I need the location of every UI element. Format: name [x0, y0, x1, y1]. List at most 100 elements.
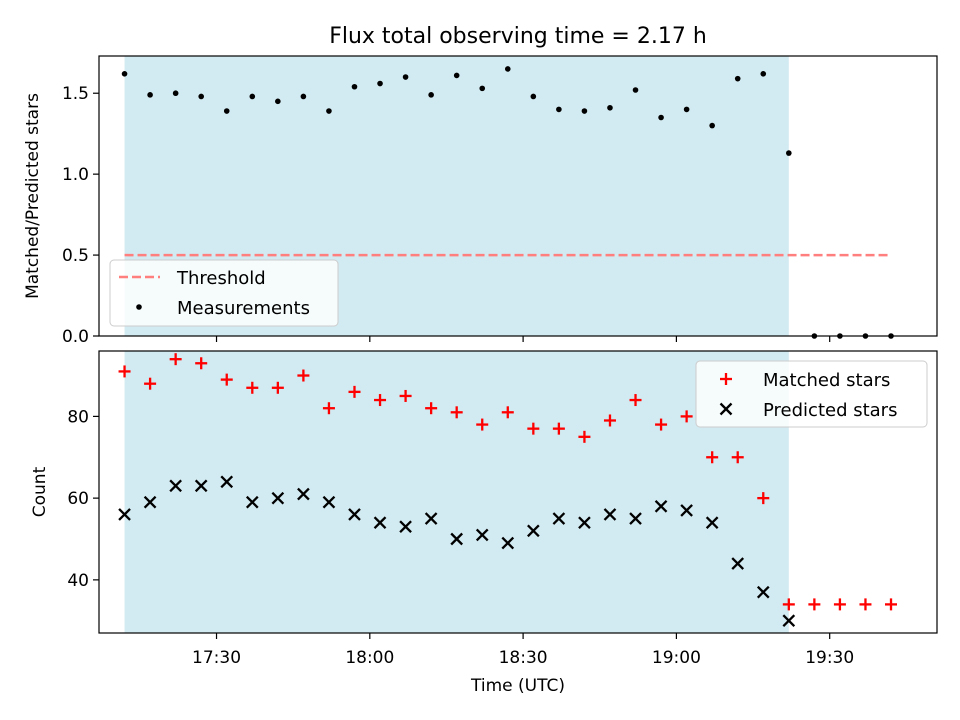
matched-star-point	[476, 418, 489, 431]
top-legend-box	[109, 259, 339, 327]
top-y-tick-label: 1.0	[62, 165, 89, 185]
measurement-point	[556, 106, 562, 113]
bottom-y-ticks: 40 60 80	[67, 407, 99, 591]
predicted-star-point	[271, 491, 285, 505]
predicted-star-point	[143, 495, 157, 509]
predicted-star-point-b	[578, 516, 591, 529]
predicted-star-point	[475, 528, 489, 542]
measurement-point	[632, 87, 639, 93]
matched-star-point	[578, 430, 591, 443]
matched-star-point	[297, 369, 310, 382]
matched-star-point	[885, 598, 898, 611]
bottom-y-tick-label: 80	[67, 407, 89, 427]
legend-matched-label: Matched stars	[763, 370, 890, 391]
measurement-point	[658, 114, 664, 121]
predicted-star-point	[450, 532, 463, 546]
bottom-y-tick-label: 60	[67, 489, 89, 509]
x-axis-label: Time (UTC)	[470, 676, 565, 696]
bottom-legend-box	[695, 360, 928, 428]
matched-star-point	[680, 410, 693, 423]
top-y-tick-label: 0.5	[62, 246, 89, 266]
predicted-star-point-b	[782, 614, 796, 628]
matched-star-point	[271, 381, 284, 394]
top-legend: Threshold Measurements	[109, 259, 339, 327]
predicted-star-point	[527, 524, 540, 538]
predicted-star-point-b	[143, 495, 157, 509]
predicted-star-point	[169, 479, 182, 493]
predicted-star-point	[373, 516, 387, 529]
measurement-point	[479, 85, 486, 92]
legend-predicted-swatch	[719, 402, 733, 416]
bottom-x-ticks: 17:30 18:00 18:30 19:00 19:30	[192, 633, 854, 668]
matched-star-point	[374, 394, 387, 407]
top-panel: 0.0 0.5 1.0 1.5 Matched/Predicted stars Thr…	[23, 55, 938, 347]
predicted-star-point-b	[629, 512, 642, 525]
matched-star-point	[169, 353, 182, 366]
bottom-observing-span	[124, 351, 789, 633]
measurement-point	[428, 92, 434, 98]
chart-title: Flux total observing time = 2.17 h	[329, 24, 707, 49]
matched-star-point	[655, 418, 668, 431]
predicted-star-point	[629, 512, 642, 525]
bottom-panel: 40 60 80 17:30 18:00 18:30 19:00 19:30 Count T…	[30, 350, 938, 696]
legend-threshold-label: Threshold	[176, 268, 266, 289]
matched-star-point	[450, 406, 463, 419]
predicted-star-point	[348, 508, 361, 521]
matched-star-point	[527, 422, 540, 435]
matched-star-point	[322, 402, 335, 415]
matched-star-point	[144, 377, 157, 390]
predicted-star-point	[424, 512, 438, 525]
bottom-x-tick-label: 18:30	[499, 648, 548, 668]
top-y-axis-label: Matched/Predicted stars	[23, 93, 43, 299]
top-measurement-points	[121, 66, 894, 339]
predicted-star-point	[220, 475, 234, 489]
matched-star-points	[118, 353, 898, 611]
matched-star-point	[757, 492, 770, 505]
matched-star-point	[246, 381, 259, 394]
measurement-point	[453, 72, 460, 79]
measurement-point	[147, 92, 153, 98]
predicted-star-point	[603, 508, 617, 521]
measurement-point	[402, 74, 409, 80]
predicted-star-point-b	[399, 520, 412, 534]
matched-star-point	[399, 389, 412, 402]
bottom-x-tick-label: 17:30	[192, 648, 241, 668]
predicted-star-point	[118, 508, 131, 521]
matched-star-point	[629, 394, 642, 407]
legend-measurements-swatch	[136, 304, 142, 310]
predicted-star-point	[578, 516, 591, 529]
measurement-point	[326, 108, 332, 114]
predicted-star-point	[552, 512, 566, 525]
matched-star-point	[706, 451, 719, 464]
predicted-star-point	[322, 495, 336, 509]
measurement-point	[198, 93, 204, 100]
predicted-star-point	[194, 479, 208, 493]
legend-matched-swatch	[720, 373, 732, 385]
matched-star-point	[859, 598, 872, 611]
measurement-point	[300, 93, 307, 100]
measurement-point	[709, 122, 715, 129]
predicted-star-point-b	[680, 504, 693, 517]
predicted-star-point	[297, 487, 310, 501]
matched-star-point	[220, 373, 233, 386]
predicted-star-point-b	[297, 487, 310, 501]
measurement-point	[683, 106, 690, 113]
matched-star-point	[348, 385, 361, 398]
legend-measurements-label: Measurements	[177, 298, 310, 319]
bottom-y-tick-label: 40	[67, 571, 89, 591]
top-axes-frame	[98, 55, 938, 337]
predicted-star-point-b	[756, 585, 770, 599]
measurement-point	[786, 150, 792, 156]
predicted-star-point	[782, 614, 796, 628]
predicted-star-point-b	[731, 557, 745, 570]
matched-star-point	[118, 365, 131, 378]
predicted-star-point-b	[245, 495, 259, 509]
measurement-point	[275, 98, 281, 105]
predicted-star-point	[680, 504, 693, 517]
measurement-point	[734, 75, 741, 82]
matched-star-point	[552, 422, 565, 435]
predicted-star-point-b	[424, 512, 438, 525]
predicted-star-point-b	[220, 475, 234, 489]
predicted-star-point-b	[194, 479, 208, 493]
